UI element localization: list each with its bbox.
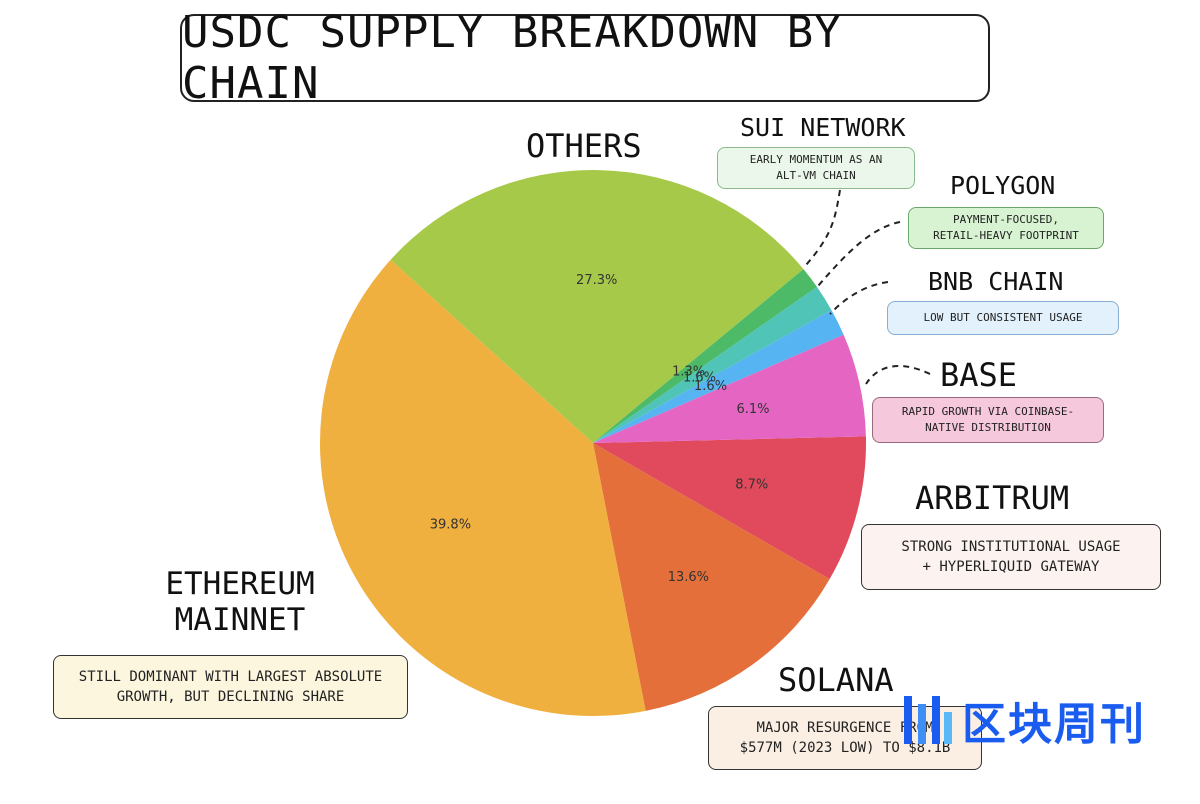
polygon-leader-line	[817, 221, 901, 287]
ethereum-note: STILL DOMINANT WITH LARGEST ABSOLUTE GROW…	[53, 655, 408, 719]
pct-label-sui-network: 1.3%	[672, 364, 705, 379]
sui-note-line-2: ALT-VM CHAIN	[776, 169, 856, 182]
pie-slice-bnb-chain	[593, 310, 844, 443]
pct-label-polygon: 1.6%	[683, 370, 716, 385]
pct-label-base: 6.1%	[736, 402, 769, 417]
sui-network-note: EARLY MOMENTUM AS AN ALT-VM CHAIN	[717, 147, 915, 189]
watermark-text: 区块周刊	[962, 699, 1146, 750]
base-label: BASE	[940, 356, 1018, 394]
solana-label: SOLANA	[778, 661, 894, 699]
bnb-chain-label: BNB CHAIN	[928, 267, 1064, 296]
solana-note: MAJOR RESURGENCE FROM $577M (2023 LOW) TO…	[708, 706, 982, 770]
polygon-label: POLYGON	[950, 171, 1056, 200]
ethereum-label-line-2: MAINNET	[174, 601, 306, 638]
bnb-leader-line	[829, 281, 889, 315]
polygon-note-line-2: RETAIL-HEAVY FOOTPRINT	[933, 229, 1079, 242]
pct-label-arbitrum: 8.7%	[735, 477, 768, 492]
pie-slice-sui-network	[593, 269, 817, 443]
pie-slice-ethereum-mainnet	[320, 259, 646, 716]
base-note-line-1: RAPID GROWTH VIA COINBASE-	[901, 405, 1075, 419]
watermark-logo-icon	[904, 696, 952, 744]
polygon-note: PAYMENT-FOCUSED, RETAIL-HEAVY FOOTPRINT	[908, 207, 1104, 249]
ethereum-note-line-1: STILL DOMINANT WITH LARGEST ABSOLUTE	[78, 668, 383, 685]
solana-note-line-2: $577M (2023 LOW) TO $8.1B	[739, 740, 951, 756]
ethereum-note-line-2: GROWTH, BUT DECLINING SHARE	[116, 689, 345, 705]
others-label: OTHERS	[526, 127, 642, 165]
polygon-note-line-1: PAYMENT-FOCUSED,	[953, 213, 1059, 227]
base-note-line-2: NATIVE DISTRIBUTION	[925, 421, 1051, 434]
pie-slice-base	[593, 334, 866, 443]
arbitrum-note-line-1: STRONG INSTITUTIONAL USAGE	[901, 538, 1121, 555]
solana-note-line-1: MAJOR RESURGENCE FROM	[756, 719, 934, 736]
pie-slice-polygon	[593, 286, 832, 443]
pct-label-ethereum-mainnet: 39.8%	[430, 518, 471, 533]
sui-note-line-1: EARLY MOMENTUM AS AN	[749, 153, 883, 167]
ethereum-mainnet-label: ETHEREUM MAINNET	[140, 566, 340, 638]
bnb-note-line-1: LOW BUT CONSISTENT USAGE	[923, 311, 1083, 325]
sui-leader-line	[805, 189, 841, 266]
sui-network-label: SUI NETWORK	[740, 113, 906, 142]
ethereum-label-line-1: ETHEREUM	[165, 566, 315, 602]
pie-slice-others	[390, 169, 804, 443]
arbitrum-note: STRONG INSTITUTIONAL USAGE + HYPERLIQUID …	[861, 524, 1161, 590]
arbitrum-note-line-2: + HYPERLIQUID GATEWAY	[922, 559, 1100, 575]
base-leader-line	[865, 364, 931, 385]
arbitrum-label: ARBITRUM	[915, 479, 1070, 517]
bnb-chain-note: LOW BUT CONSISTENT USAGE	[887, 301, 1119, 335]
pct-label-solana: 13.6%	[668, 570, 709, 585]
watermark: 区块周刊	[900, 690, 1146, 750]
pie-slice-arbitrum	[593, 436, 866, 580]
pie-slice-solana	[593, 443, 830, 711]
pct-label-bnb-chain: 1.6%	[694, 379, 727, 394]
chart-title: USDC SUPPLY BREAKDOWN BY CHAIN	[180, 7, 990, 109]
pct-label-others: 27.3%	[576, 273, 617, 288]
base-note: RAPID GROWTH VIA COINBASE- NATIVE DISTRIB…	[872, 397, 1104, 443]
